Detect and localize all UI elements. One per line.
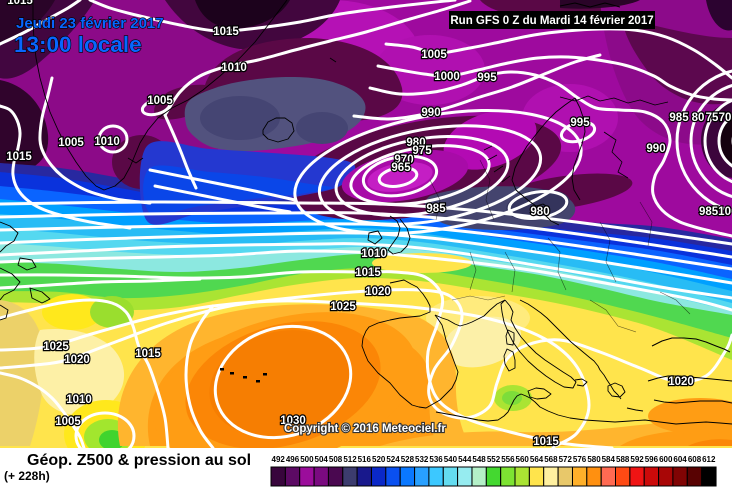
svg-text:1015: 1015	[135, 348, 161, 360]
svg-text:588: 588	[616, 455, 630, 464]
svg-text:608: 608	[688, 455, 702, 464]
svg-text:560: 560	[516, 455, 530, 464]
svg-text:Run GFS 0 Z du Mardi 14 févrie: Run GFS 0 Z du Mardi 14 février 2017	[450, 15, 653, 27]
svg-text:524: 524	[386, 455, 400, 464]
svg-text:604: 604	[673, 455, 687, 464]
svg-text:508: 508	[329, 455, 343, 464]
svg-text:552: 552	[487, 455, 501, 464]
svg-text:504: 504	[315, 455, 329, 464]
svg-text:985: 985	[426, 203, 446, 215]
svg-text:970: 970	[394, 154, 413, 166]
svg-text:572: 572	[559, 455, 573, 464]
svg-text:1030: 1030	[280, 415, 306, 427]
svg-text:556: 556	[501, 455, 515, 464]
svg-text:600: 600	[659, 455, 673, 464]
svg-text:564: 564	[530, 455, 544, 464]
svg-text:1010: 1010	[361, 248, 387, 260]
svg-text:13:00 locale: 13:00 locale	[14, 32, 142, 57]
svg-text:990: 990	[421, 107, 440, 119]
svg-text:1005: 1005	[147, 95, 173, 107]
svg-text:1020: 1020	[668, 376, 694, 388]
svg-text:980: 980	[530, 206, 549, 218]
svg-text:80: 80	[692, 112, 705, 124]
svg-text:516: 516	[358, 455, 372, 464]
svg-text:995: 995	[477, 72, 497, 84]
svg-text:532: 532	[415, 455, 429, 464]
svg-text:1010: 1010	[221, 62, 247, 74]
svg-text:965: 965	[391, 162, 411, 174]
svg-text:568: 568	[544, 455, 558, 464]
svg-text:1005: 1005	[58, 137, 84, 149]
svg-text:980: 980	[406, 137, 425, 149]
svg-text:Copyright © 2016 Meteociel.fr: Copyright © 2016 Meteociel.fr	[284, 423, 446, 435]
svg-text:576: 576	[573, 455, 587, 464]
svg-text:1020: 1020	[365, 286, 391, 298]
svg-text:612: 612	[702, 455, 716, 464]
svg-text:512: 512	[343, 455, 357, 464]
svg-text:985: 985	[669, 112, 689, 124]
svg-text:1015: 1015	[7, 0, 33, 7]
svg-text:592: 592	[630, 455, 644, 464]
svg-text:500: 500	[300, 455, 314, 464]
svg-text:1015: 1015	[6, 151, 32, 163]
svg-text:98510: 98510	[699, 206, 731, 218]
svg-text:70: 70	[719, 112, 732, 124]
svg-text:496: 496	[286, 455, 300, 464]
svg-text:1010: 1010	[66, 394, 92, 406]
svg-text:1000: 1000	[434, 71, 460, 83]
svg-text:584: 584	[602, 455, 616, 464]
svg-text:Jeudi 23 février 2017: Jeudi 23 février 2017	[16, 15, 164, 32]
svg-text:1020: 1020	[64, 354, 90, 366]
svg-text:990: 990	[646, 143, 665, 155]
svg-text:492: 492	[272, 455, 286, 464]
svg-text:1005: 1005	[55, 416, 81, 428]
svg-text:544: 544	[458, 455, 472, 464]
svg-text:975: 975	[412, 145, 432, 157]
svg-text:1015: 1015	[355, 267, 381, 279]
svg-text:1015: 1015	[213, 26, 239, 38]
svg-text:596: 596	[645, 455, 659, 464]
svg-text:548: 548	[472, 455, 486, 464]
svg-text:1015: 1015	[533, 436, 559, 448]
svg-text:536: 536	[429, 455, 443, 464]
svg-text:528: 528	[401, 455, 415, 464]
svg-text:580: 580	[587, 455, 601, 464]
svg-text:1010: 1010	[94, 136, 120, 148]
svg-text:1025: 1025	[330, 301, 356, 313]
svg-text:995: 995	[570, 117, 590, 129]
svg-text:1005: 1005	[421, 49, 447, 61]
svg-text:75: 75	[706, 112, 719, 124]
svg-text:540: 540	[444, 455, 458, 464]
svg-text:520: 520	[372, 455, 386, 464]
svg-text:1025: 1025	[43, 341, 69, 353]
